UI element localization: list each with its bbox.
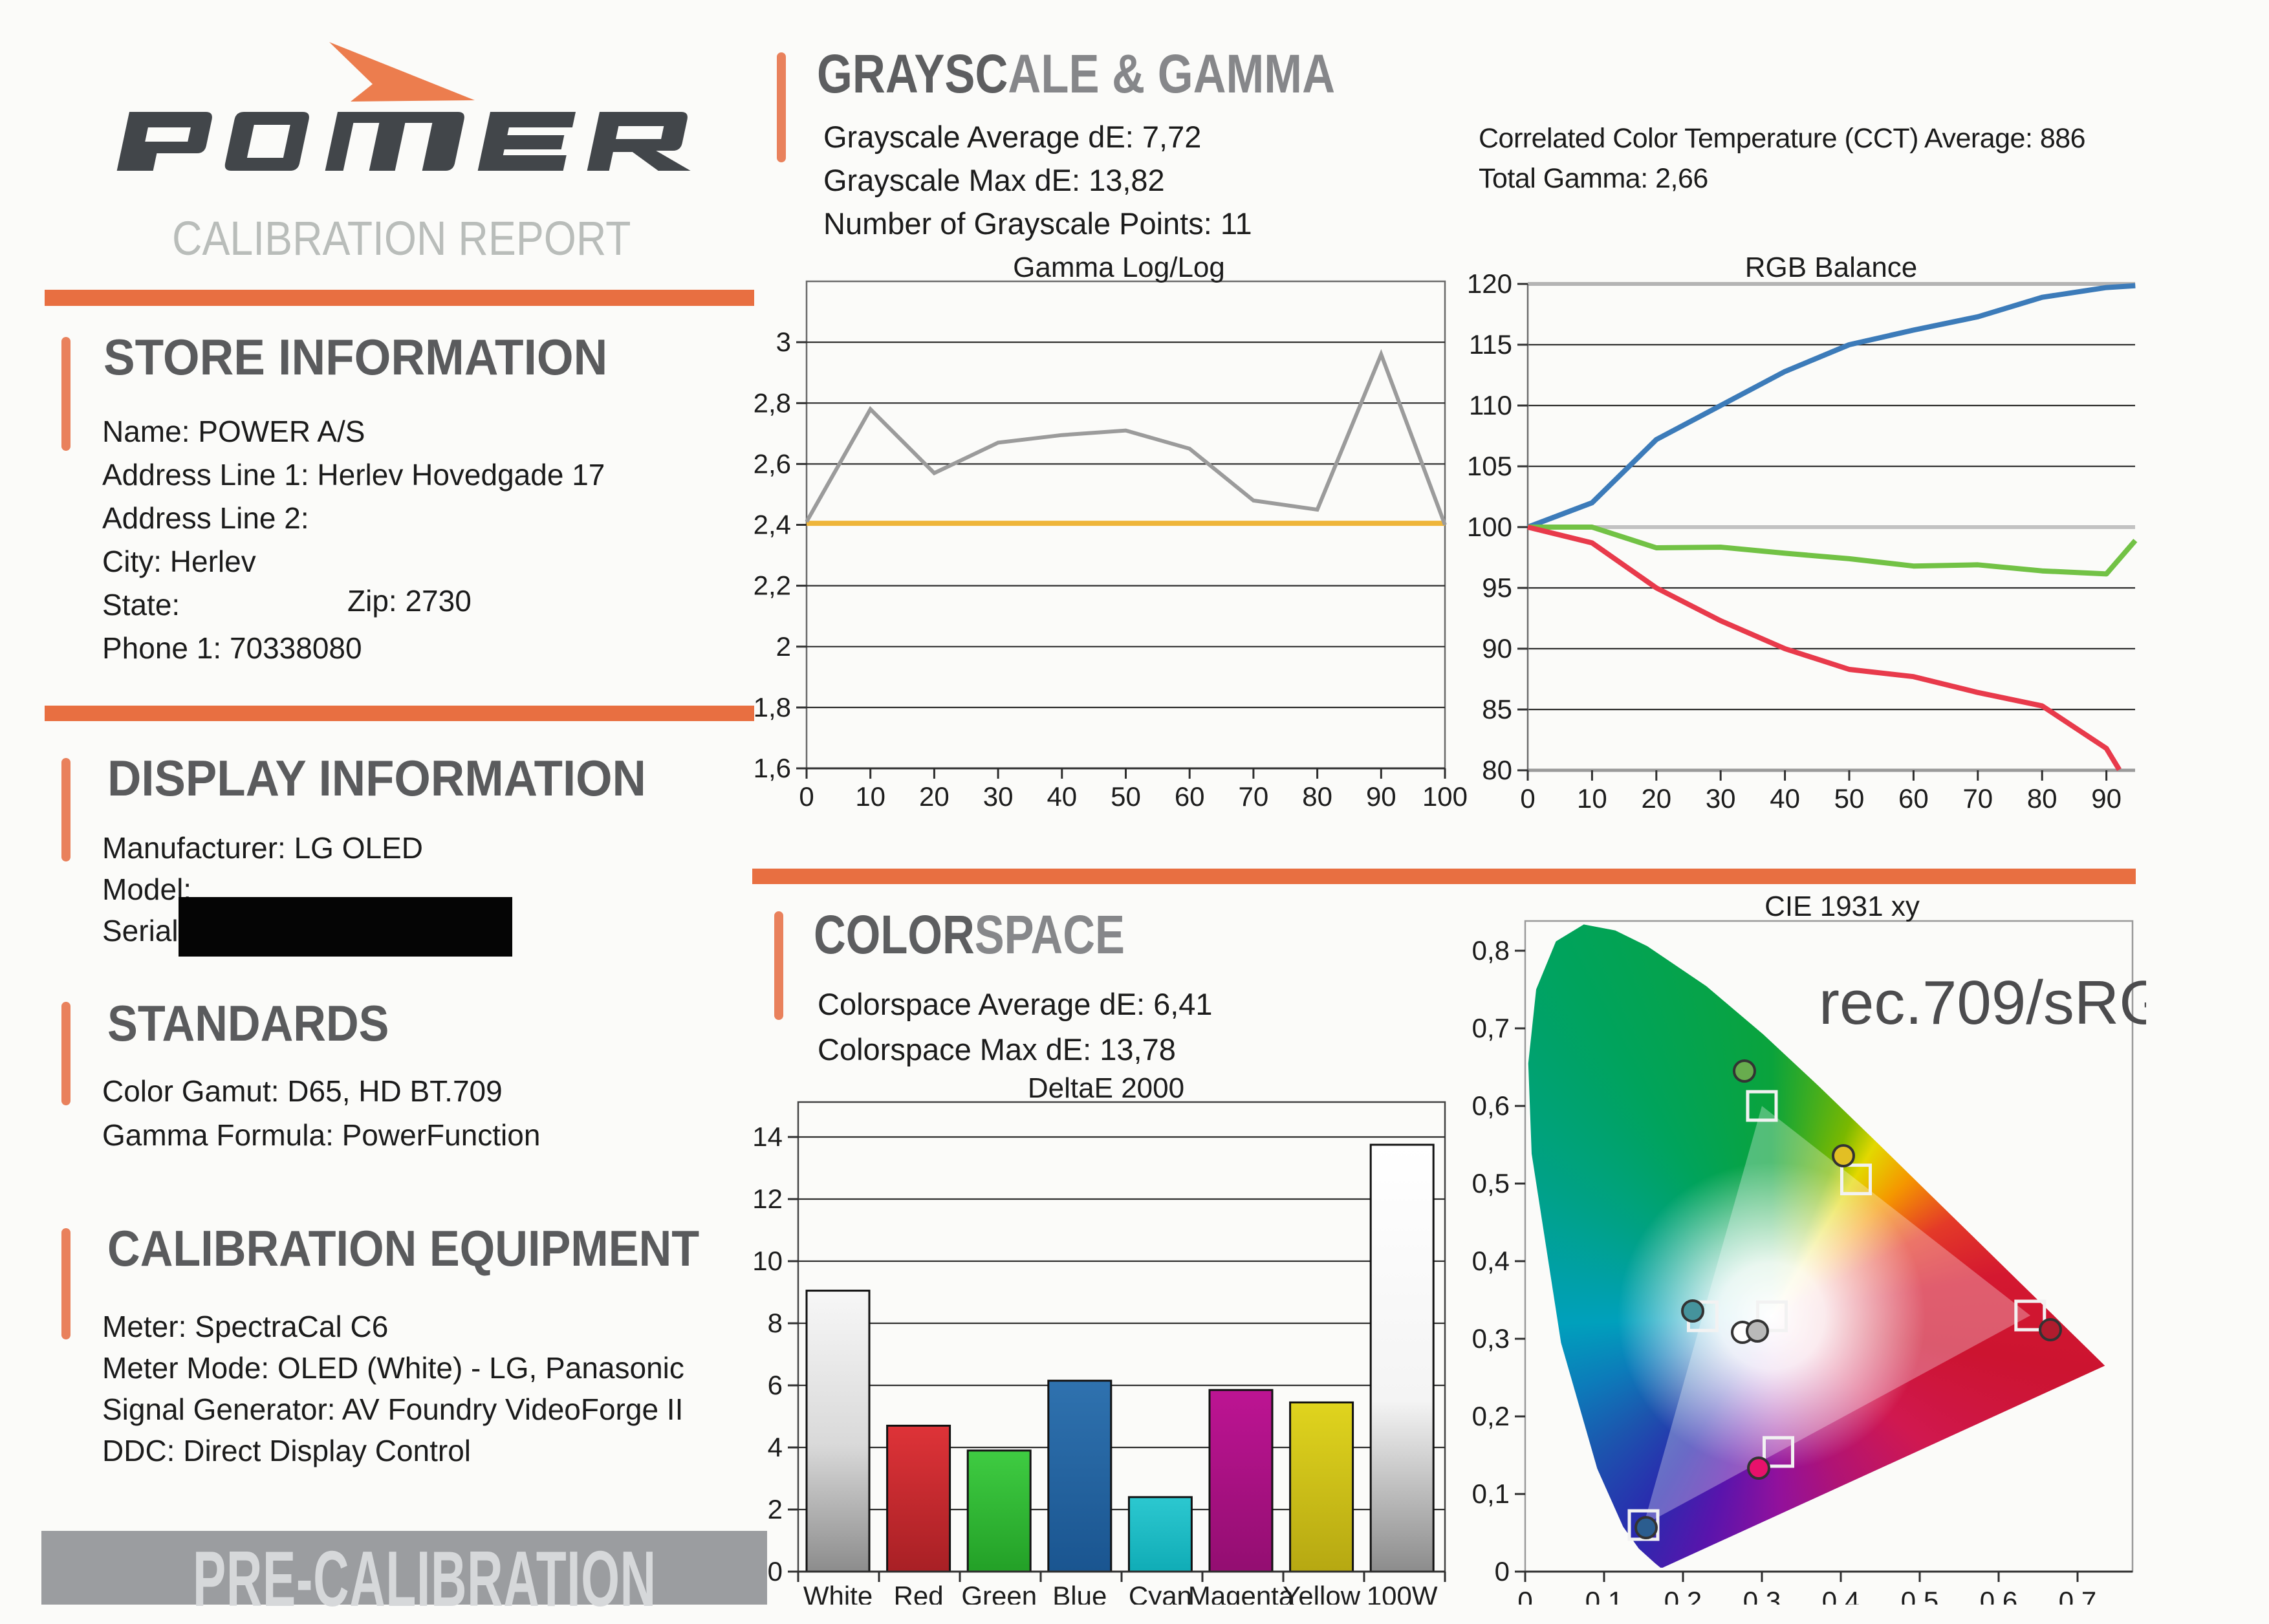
svg-text:0,2: 0,2 xyxy=(1472,1401,1510,1431)
svg-text:0,3: 0,3 xyxy=(1472,1323,1510,1354)
svg-text:0,7: 0,7 xyxy=(2059,1586,2096,1605)
svg-text:40: 40 xyxy=(1770,783,1800,814)
svg-text:85: 85 xyxy=(1482,694,1512,724)
svg-text:Blue: Blue xyxy=(1052,1581,1107,1605)
svg-text:60: 60 xyxy=(1175,781,1205,812)
svg-text:110: 110 xyxy=(1469,390,1512,420)
svg-text:0,3: 0,3 xyxy=(1743,1586,1781,1605)
svg-text:0: 0 xyxy=(799,781,814,812)
svg-text:White: White xyxy=(803,1581,873,1605)
svg-text:10: 10 xyxy=(752,1246,783,1276)
svg-text:2,2: 2,2 xyxy=(754,570,791,601)
svg-text:100W: 100W xyxy=(1367,1581,1438,1605)
svg-text:70: 70 xyxy=(1239,781,1269,812)
svg-text:2,4: 2,4 xyxy=(754,510,791,540)
svg-text:RGB Balance: RGB Balance xyxy=(1745,252,1918,283)
svg-text:30: 30 xyxy=(1706,783,1736,814)
svg-text:120: 120 xyxy=(1467,268,1512,299)
svg-text:80: 80 xyxy=(1482,755,1512,785)
svg-text:90: 90 xyxy=(1482,633,1512,664)
svg-text:105: 105 xyxy=(1467,451,1512,481)
svg-text:100: 100 xyxy=(1467,512,1512,542)
svg-text:0,1: 0,1 xyxy=(1472,1478,1510,1509)
svg-text:1,6: 1,6 xyxy=(754,753,791,783)
svg-text:0: 0 xyxy=(1495,1556,1510,1586)
svg-text:50: 50 xyxy=(1834,783,1865,814)
svg-text:Red: Red xyxy=(894,1581,944,1605)
svg-text:10: 10 xyxy=(1577,783,1607,814)
svg-text:0,8: 0,8 xyxy=(1472,935,1510,966)
svg-text:80: 80 xyxy=(2027,783,2057,814)
svg-text:0,4: 0,4 xyxy=(1472,1246,1510,1276)
svg-text:0,4: 0,4 xyxy=(1822,1586,1860,1605)
svg-text:Green: Green xyxy=(961,1581,1037,1605)
svg-text:2: 2 xyxy=(768,1494,783,1524)
svg-text:2,8: 2,8 xyxy=(754,387,791,418)
svg-text:95: 95 xyxy=(1482,572,1512,603)
svg-text:CIE 1931 xy: CIE 1931 xy xyxy=(1764,891,1920,922)
svg-text:DeltaE 2000: DeltaE 2000 xyxy=(1028,1072,1184,1104)
svg-text:0: 0 xyxy=(768,1556,783,1586)
svg-text:0,2: 0,2 xyxy=(1664,1586,1702,1605)
svg-text:30: 30 xyxy=(983,781,1014,812)
svg-text:20: 20 xyxy=(1641,783,1671,814)
svg-text:2,6: 2,6 xyxy=(754,448,791,479)
svg-text:0: 0 xyxy=(1520,783,1535,814)
svg-text:90: 90 xyxy=(2091,783,2122,814)
svg-text:0,7: 0,7 xyxy=(1472,1013,1510,1043)
svg-text:8: 8 xyxy=(768,1308,783,1338)
svg-text:0,6: 0,6 xyxy=(1472,1090,1510,1121)
svg-text:20: 20 xyxy=(919,781,950,812)
svg-text:14: 14 xyxy=(752,1121,783,1152)
svg-text:50: 50 xyxy=(1111,781,1141,812)
svg-text:0: 0 xyxy=(1517,1586,1532,1605)
svg-text:Gamma Log/Log: Gamma Log/Log xyxy=(1013,252,1225,283)
svg-text:Cyan: Cyan xyxy=(1129,1581,1192,1605)
svg-text:60: 60 xyxy=(1898,783,1929,814)
svg-text:Magenta: Magenta xyxy=(1188,1581,1294,1605)
svg-text:10: 10 xyxy=(855,781,885,812)
svg-text:0,5: 0,5 xyxy=(1472,1168,1510,1198)
svg-text:90: 90 xyxy=(1366,781,1396,812)
svg-text:0,6: 0,6 xyxy=(1980,1586,2017,1605)
svg-text:4: 4 xyxy=(768,1432,783,1462)
svg-text:6: 6 xyxy=(768,1370,783,1400)
svg-text:70: 70 xyxy=(1962,783,1993,814)
svg-text:Yellow: Yellow xyxy=(1283,1581,1361,1605)
svg-text:40: 40 xyxy=(1047,781,1077,812)
svg-text:100: 100 xyxy=(1422,781,1468,812)
svg-text:0,5: 0,5 xyxy=(1901,1586,1938,1605)
svg-text:115: 115 xyxy=(1469,329,1512,360)
svg-text:3: 3 xyxy=(776,327,791,357)
svg-text:1,8: 1,8 xyxy=(754,692,791,722)
svg-text:2: 2 xyxy=(776,631,791,662)
svg-text:0,1: 0,1 xyxy=(1585,1586,1623,1605)
svg-text:80: 80 xyxy=(1302,781,1332,812)
svg-text:12: 12 xyxy=(752,1184,783,1214)
